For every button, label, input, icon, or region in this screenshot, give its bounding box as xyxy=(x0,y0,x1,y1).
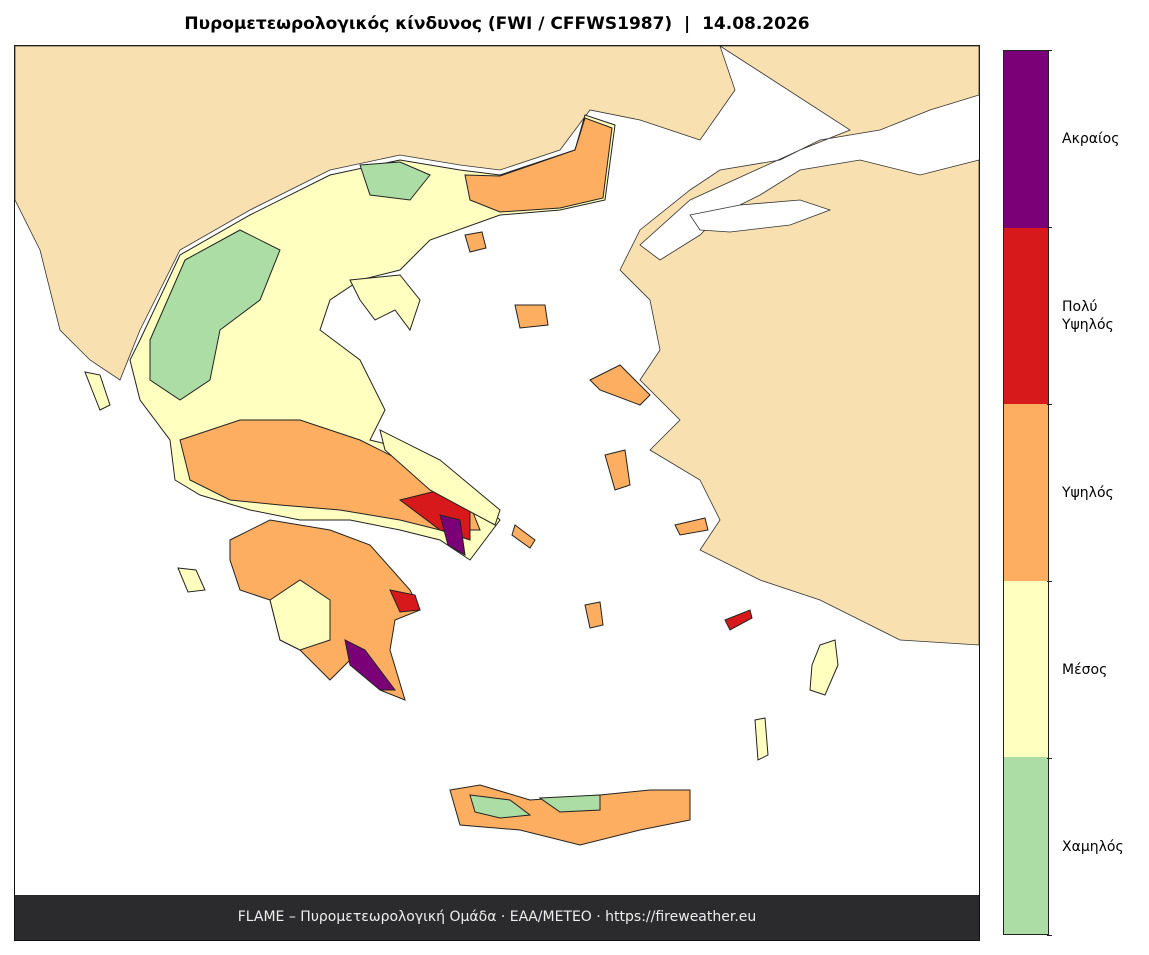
risk-zone xyxy=(269,579,331,651)
marmara-sea xyxy=(689,199,832,233)
map xyxy=(14,45,980,941)
risk-zone xyxy=(344,639,396,691)
naxos xyxy=(584,601,604,629)
risk-zone xyxy=(439,514,466,556)
corfu xyxy=(84,371,111,411)
karpathos xyxy=(754,717,769,761)
neighbor-land xyxy=(14,45,736,381)
risk-zone xyxy=(469,794,532,819)
risk-zone xyxy=(149,229,281,401)
colorbar-label: Πολύ Υψηλός xyxy=(1062,298,1114,333)
colorbar-segment xyxy=(1004,51,1048,228)
colorbar-tick xyxy=(1047,227,1052,228)
colorbar xyxy=(1003,50,1049,935)
colorbar-tick xyxy=(1047,404,1052,405)
colorbar-label: Μέσος xyxy=(1062,661,1108,678)
colorbar-segment xyxy=(1004,404,1048,581)
risk-zone xyxy=(464,117,613,213)
colorbar-tick xyxy=(1047,935,1052,936)
colorbar-label: Χαμηλός xyxy=(1062,838,1124,855)
samos xyxy=(674,517,709,536)
colorbar-segment xyxy=(1004,580,1048,758)
chios xyxy=(604,449,631,491)
euboea xyxy=(379,429,501,526)
lesvos xyxy=(589,364,651,406)
kefalonia xyxy=(177,567,206,593)
risk-zone xyxy=(359,161,431,201)
colorbar-segment xyxy=(1004,757,1048,934)
kos xyxy=(724,609,753,631)
andros xyxy=(511,524,536,549)
colorbar-segment xyxy=(1004,227,1048,405)
risk-zone xyxy=(538,794,601,813)
footer: FLAME – Πυρομετεωρολογική Ομάδα · ΕΑΑ/ME… xyxy=(15,895,979,940)
halkidiki xyxy=(349,274,421,332)
lemnos xyxy=(514,304,549,329)
risk-zone xyxy=(389,589,421,613)
colorbar-label: Ακραίος xyxy=(1062,130,1120,147)
colorbar-label: Υψηλός xyxy=(1062,484,1114,501)
colorbar-tick xyxy=(1047,50,1052,51)
colorbar-tick xyxy=(1047,581,1052,582)
turkey-land xyxy=(619,45,980,646)
rhodes xyxy=(809,639,839,696)
map-title: Πυρομετεωρολογικός κίνδυνος (FWI / CFFWS… xyxy=(184,14,810,34)
colorbar-tick xyxy=(1047,758,1052,759)
thasos xyxy=(464,231,487,253)
